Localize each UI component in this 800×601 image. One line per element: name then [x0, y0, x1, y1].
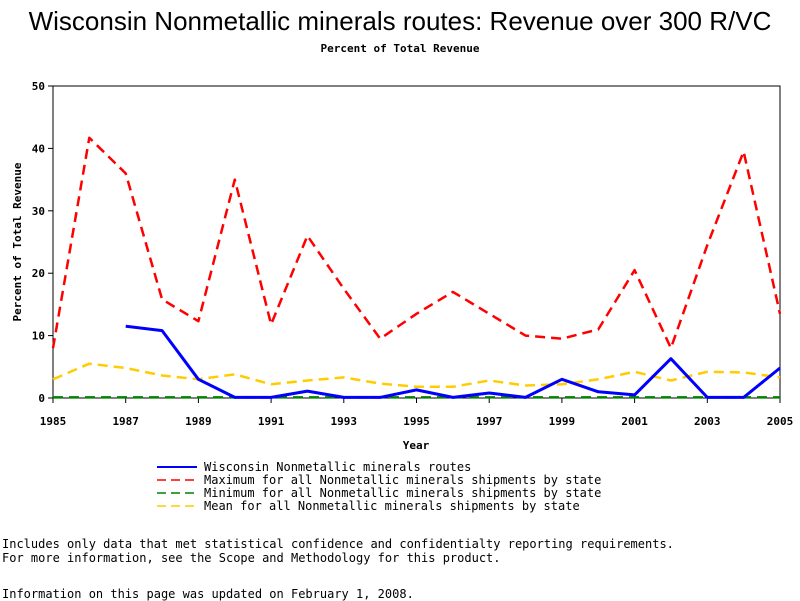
x-tick-label: 2005: [767, 415, 794, 428]
methodology-note: For more information, see the Scope and …: [2, 551, 501, 565]
chart-subtitle: Percent of Total Revenue: [320, 42, 480, 55]
legend-label-2: Maximum for all Nonmetallic minerals shi…: [204, 473, 601, 487]
legend-label-3: Minimum for all Nonmetallic minerals shi…: [204, 486, 601, 500]
update-note: Information on this page was updated on …: [2, 587, 414, 601]
series-lines: [51, 136, 782, 399]
x-tick-label: 2001: [621, 415, 648, 428]
plot-frame: [52, 85, 781, 399]
x-tick-label: 1985: [40, 415, 67, 428]
legend: Wisconsin Nonmetallic minerals routesMax…: [157, 460, 601, 513]
x-tick-label: 1987: [112, 415, 139, 428]
x-axis-label: Year: [403, 439, 430, 452]
confidentiality-note: Includes only data that met statistical …: [2, 537, 674, 551]
y-tick-label: 0: [38, 392, 45, 405]
series-line-2: [51, 136, 782, 350]
x-tick-label: 1999: [549, 415, 576, 428]
y-tick-label: 30: [32, 205, 45, 218]
legend-label-1: Wisconsin Nonmetallic minerals routes: [204, 460, 471, 474]
series-line-4: [52, 362, 781, 389]
x-tick-label: 1989: [185, 415, 212, 428]
y-tick-label: 50: [32, 80, 45, 93]
y-tick-label: 40: [32, 142, 45, 155]
y-tick-label: 10: [32, 330, 45, 343]
x-tick-label: 1995: [403, 415, 430, 428]
x-tick-label: 1993: [331, 415, 358, 428]
line-chart: 0 10 20 30 40 50 1985 1987 1989 1991 1993 1995 1997…: [11, 80, 794, 513]
y-axis: 0 10 20 30 40 50: [32, 80, 53, 405]
y-tick-label: 20: [32, 267, 45, 280]
x-tick-label: 1997: [476, 415, 503, 428]
series-line-1: [125, 324, 781, 399]
x-tick-label: 1991: [258, 415, 285, 428]
legend-label-4: Mean for all Nonmetallic minerals shipme…: [204, 499, 580, 513]
x-axis: 1985 1987 1989 1991 1993 1995 1997 1999 2001 2003…: [40, 398, 794, 428]
x-tick-label: 2003: [694, 415, 721, 428]
chart-title: Wisconsin Nonmetallic minerals routes: R…: [28, 6, 772, 36]
y-axis-label: Percent of Total Revenue: [11, 162, 24, 321]
